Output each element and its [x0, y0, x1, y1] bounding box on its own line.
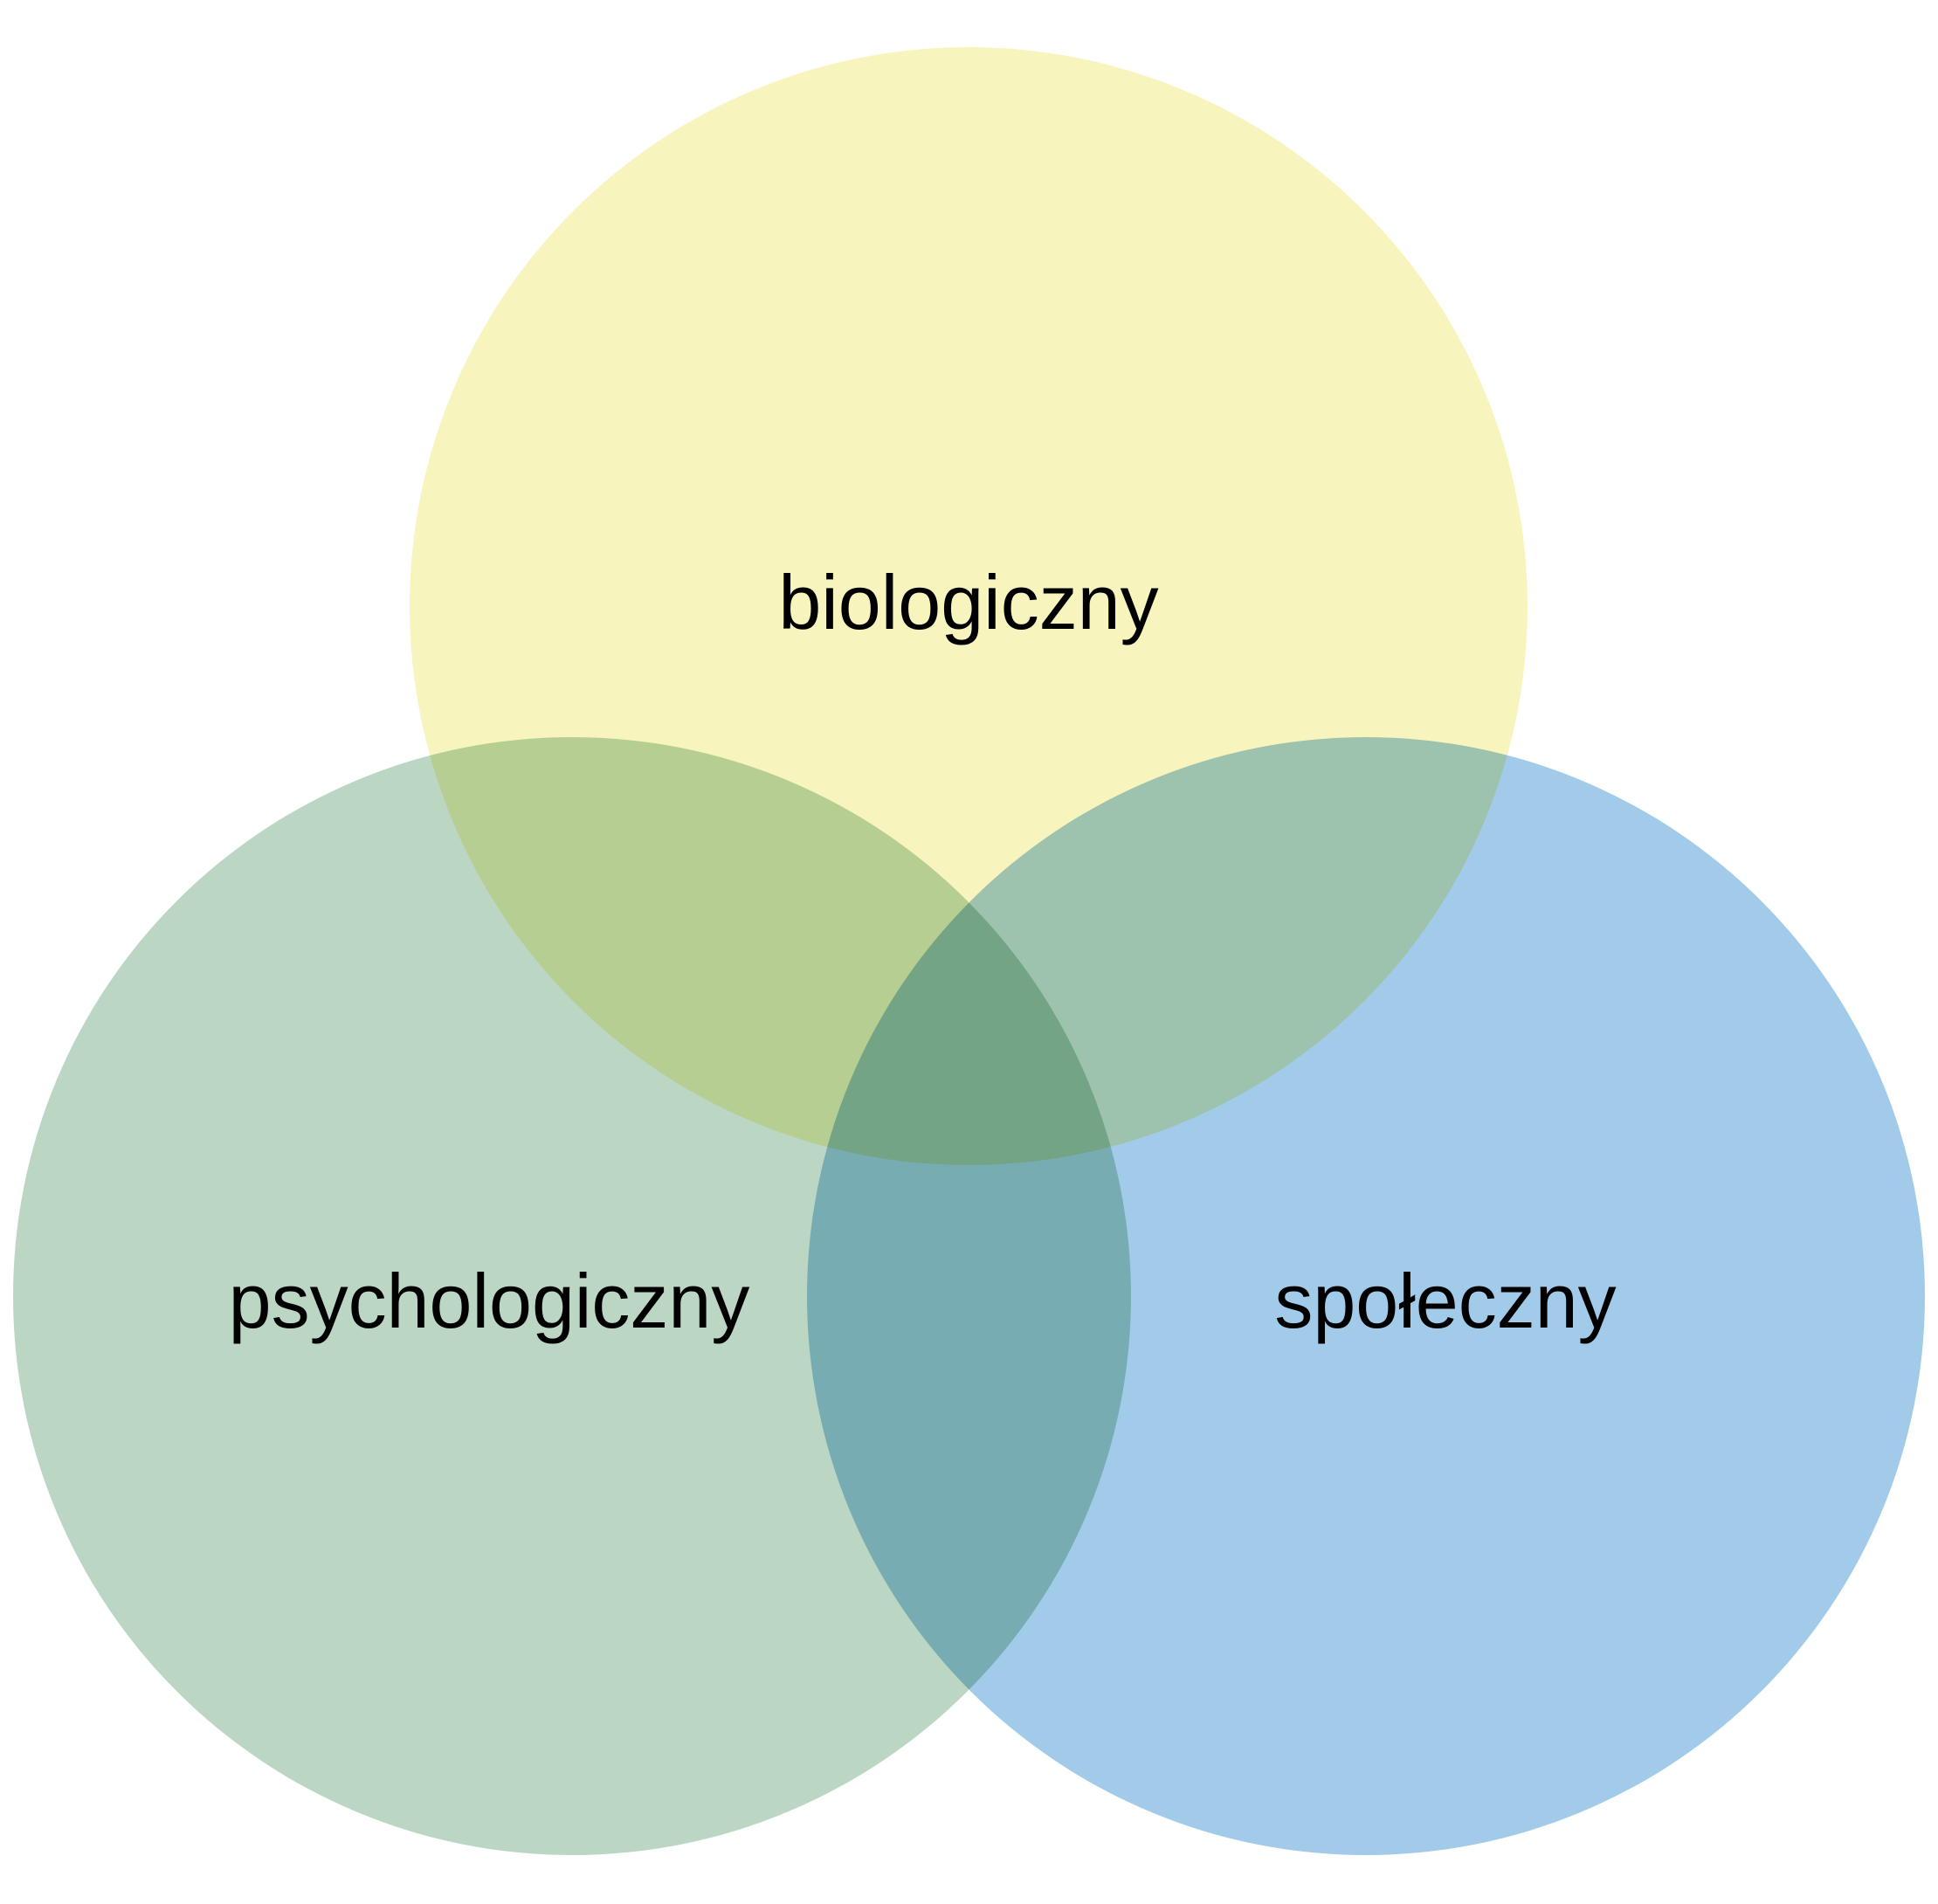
circle-psychologiczny — [13, 737, 1131, 1855]
circle-spoleczny — [807, 737, 1925, 1855]
label-biologiczny: biologiczny — [778, 559, 1158, 645]
label-psychologiczny: psychologiczny — [229, 1258, 750, 1344]
label-spoleczny: społeczny — [1274, 1258, 1616, 1344]
